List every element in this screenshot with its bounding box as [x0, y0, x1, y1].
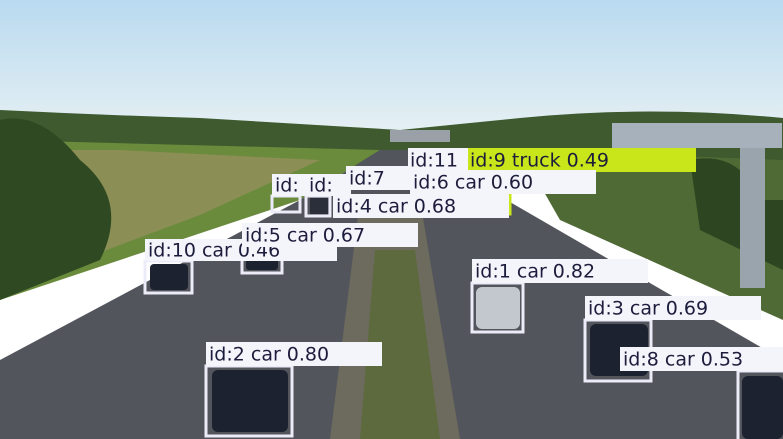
- label-bg: [620, 347, 783, 371]
- label-bg: [346, 166, 416, 190]
- label: id:3 car 0.69: [588, 298, 708, 320]
- label: id:5 car 0.67: [245, 225, 365, 247]
- label-bg: [272, 174, 312, 196]
- label: id:: [275, 175, 299, 197]
- label: id:4 car 0.68: [336, 196, 456, 218]
- label-bg: [468, 148, 696, 172]
- label-bg: [410, 170, 596, 194]
- label: id:11: [410, 150, 458, 172]
- label: id:: [309, 175, 333, 197]
- label-bg: [472, 259, 648, 283]
- label-bg: [306, 174, 351, 196]
- detections: id: id: id:7 id:11 id:9 truck 0.49 id:6 …: [143, 148, 783, 439]
- label: id:8 car 0.53: [623, 349, 743, 371]
- label: id:6 car 0.60: [413, 172, 533, 194]
- label-bg: [333, 194, 509, 218]
- label-bg: [242, 223, 418, 247]
- label: id:9 truck 0.49: [470, 150, 609, 172]
- label: id:1 car 0.82: [475, 261, 595, 283]
- label: id:2 car 0.80: [209, 344, 329, 366]
- label-bg: [408, 148, 470, 172]
- label-bg: [206, 342, 382, 366]
- label-bg: [585, 296, 761, 320]
- label: id:7: [349, 168, 385, 190]
